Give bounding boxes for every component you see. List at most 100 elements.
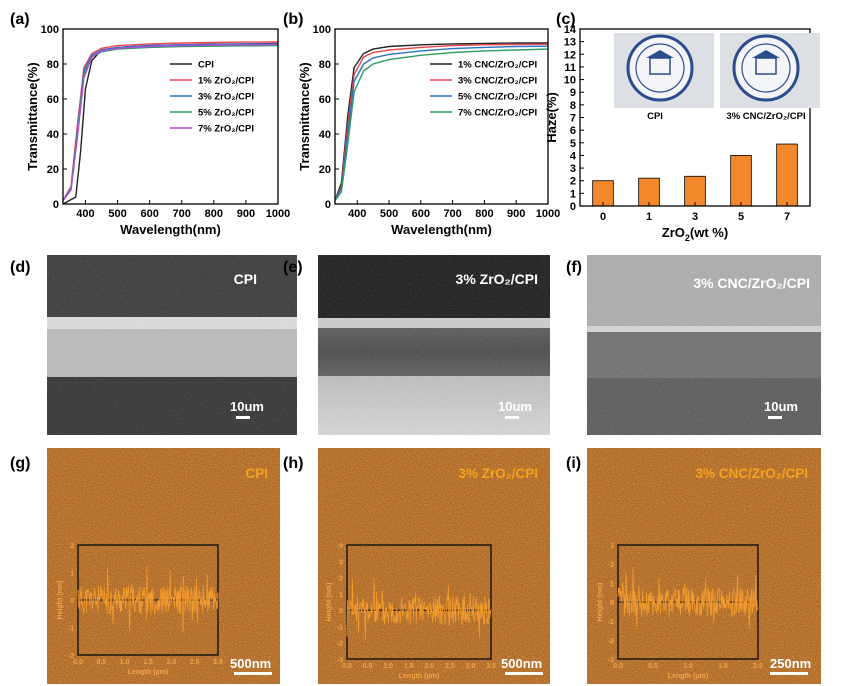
y-tick-label: 40 [319,129,331,141]
panel-label-g: (g) [10,455,30,472]
y-tick-label: 12 [564,49,576,61]
photo-caption-cnc: 3% CNC/ZrO₂/CPI [726,111,805,122]
x-tick-label: 0 [600,211,606,223]
x-tick-label: 500 [108,208,126,220]
y-tick-label: 14 [564,24,577,36]
y-tick-label: 6 [570,125,576,137]
y-tick-label: 3 [610,543,614,550]
legend-label-0: CPI [198,60,214,71]
x-axis-label: Length (μm) [668,673,708,680]
y-tick-label: 0 [70,598,74,605]
height-profile-h: -3 -2 -1 0 1 2 3 4 0.0 0.5 1.0 1.5 2.0 2.5 3.0 3.5 Lengt… [326,543,496,680]
transmittance-chart-a: 0 20 40 60 80 100 400 500 600 700 800 900 1000 Wavele… [25,24,290,237]
y-tick-label: 3 [570,163,576,175]
photo-inset-cnc [720,33,820,108]
legend-label-0: 1% CNC/ZrO₂/CPI [458,60,537,71]
panel-label-h: (h) [283,455,303,472]
x-tick-label: 1.0 [120,659,130,666]
height-profile-line [346,577,492,641]
y-axis-label: Height (nm) [597,583,604,622]
legend-label-1: 1% ZrO₂/CPI [198,76,254,87]
x-tick-label: 1000 [266,208,290,220]
x-axis-label: Length (μm) [128,669,168,676]
x-tick-label: 0.0 [342,663,352,670]
sem-sample-label-d: CPI [234,271,257,287]
y-tick-label: 1 [339,592,343,599]
y-tick-label: 1 [70,571,74,578]
scale-bar-label-e: 10um [498,399,532,414]
height-profile-line [617,566,759,630]
x-axis-label-part: (wt %) [690,225,728,240]
x-tick-label: 1.5 [404,663,414,670]
plot-frame [62,28,279,205]
y-tick-label: 2 [610,562,614,569]
y-tick-label: 1 [570,188,576,200]
x-axis-label: ZrO2(wt %) [662,225,728,243]
sem-image-f [587,255,821,435]
sem-sample-label-f: 3% CNC/ZrO₂/CPI [693,275,810,291]
x-tick-label: 2.0 [753,663,763,670]
bar-7 [776,143,798,207]
scale-bar-label-d: 10um [230,399,264,414]
scale-bar-i [770,672,808,675]
x-tick-label: 400 [76,208,94,220]
y-axis-label: Height (nm) [57,581,64,620]
legend-label-3: 5% ZrO₂/CPI [198,108,254,119]
y-tick-label: -1 [68,626,74,633]
y-tick-label: 4 [570,150,577,162]
height-profile-g: -2 -1 0 1 2 0.0 0.5 1.0 1.5 2.0 2.5 3.0 Length (μm) H… [57,543,223,676]
x-tick-label: 1.5 [143,659,153,666]
y-tick-label: 2 [570,176,576,188]
x-tick-label: 7 [784,211,790,223]
x-tick-label: 1.5 [718,663,728,670]
x-axis-label: Length (μm) [399,673,439,680]
y-tick-label: 0 [325,199,331,211]
transmittance-chart-b: 0 20 40 60 80 100 400 500 600 700 800 900 1000 Wavele… [297,24,560,237]
x-tick-label: 400 [348,208,366,220]
afm-image-g [47,448,280,684]
y-tick-label: -2 [608,638,614,645]
x-tick-label: 900 [507,208,525,220]
y-tick-label: 60 [47,94,59,106]
y-tick-label: 0 [53,199,59,211]
panel-label-c: (c) [556,11,576,28]
afm-image-i [587,448,821,684]
panel-label-b: (b) [283,11,303,28]
x-axis-label: Wavelength(nm) [120,222,221,237]
afm-sample-label-h: 3% ZrO₂/CPI [458,466,538,481]
legend-label-2: 3% ZrO₂/CPI [198,92,254,103]
panel-label-d: (d) [10,259,30,276]
y-tick-label: 60 [319,94,331,106]
bar-5 [730,155,752,207]
y-tick-label: -2 [337,641,343,648]
y-tick-label: 11 [564,62,576,74]
x-tick-label: 2.0 [424,663,434,670]
scale-bar-label-f: 10um [764,399,798,414]
series-line-0 [334,42,548,201]
legend-label-1: 3% CNC/ZrO₂/CPI [458,76,537,87]
legend-label-3: 7% CNC/ZrO₂/CPI [458,108,537,119]
x-tick-label: 1 [646,211,652,223]
y-tick-label: 80 [319,59,331,71]
x-tick-label: 1.0 [683,663,693,670]
y-tick-label: -2 [68,653,74,660]
scale-bar-h [505,672,543,675]
series-line-1 [334,43,549,201]
panel-label-i: (i) [566,455,581,472]
profile-frame [346,544,492,660]
y-tick-label: 8 [570,100,576,112]
x-tick-label: 1.0 [383,663,393,670]
x-tick-label: 2.5 [190,659,200,666]
x-tick-label: 800 [475,208,493,220]
y-tick-label: 2 [339,576,343,583]
x-tick-label: 3.5 [486,663,496,670]
y-tick-label: 0 [610,600,614,607]
y-tick-label: 3 [339,559,343,566]
x-tick-label: 1000 [536,208,560,220]
x-tick-label: 0.5 [96,659,106,666]
y-tick-label: 100 [313,24,331,36]
y-tick-label: -1 [337,624,343,631]
x-axis-label-subscript: 2 [685,233,690,243]
x-tick-label: 900 [237,208,255,220]
